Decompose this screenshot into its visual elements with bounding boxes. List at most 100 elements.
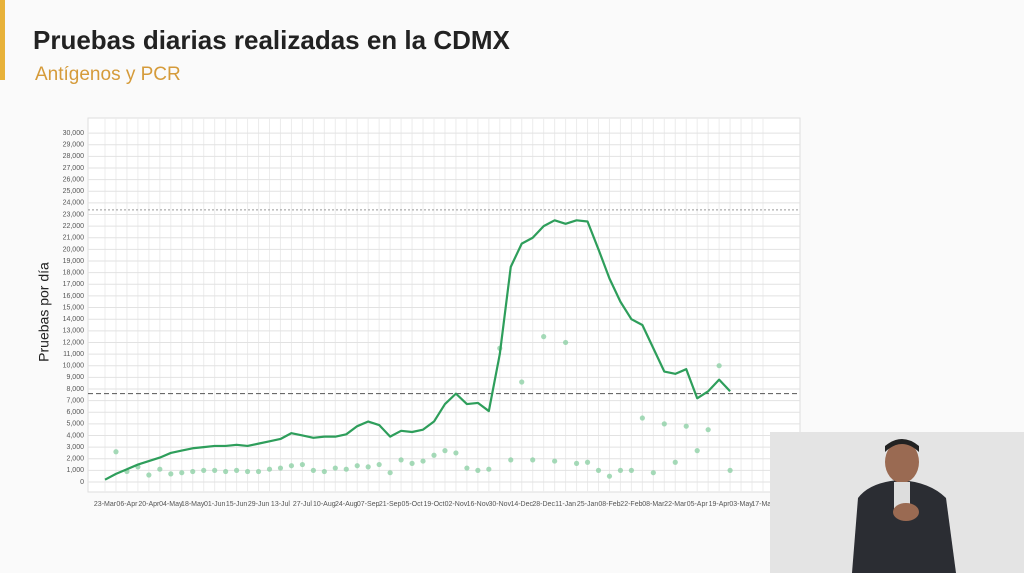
x-tick-label: 08-Mar — [642, 501, 665, 508]
data-point — [639, 415, 645, 421]
data-point — [201, 467, 207, 473]
data-point — [431, 452, 437, 458]
x-tick-label: 24-Aug — [335, 501, 358, 508]
y-tick-label: 22,000 — [63, 223, 85, 230]
y-tick-label: 2,000 — [66, 456, 84, 463]
data-point — [255, 468, 262, 475]
x-tick-label: 04-May — [159, 501, 183, 508]
y-tick-label: 13,000 — [63, 328, 85, 335]
y-tick-label: 1,000 — [66, 467, 84, 474]
person-hair — [885, 439, 919, 452]
data-point — [552, 458, 558, 464]
x-tick-label: 06-Apr — [116, 501, 138, 508]
data-point — [464, 465, 470, 471]
x-tick-label: 07-Sep — [357, 501, 380, 508]
data-point — [694, 447, 700, 454]
x-tick-label: 18-May — [181, 501, 205, 508]
x-tick-label: 10-Aug — [313, 501, 336, 508]
x-tick-label: 05-Oct — [402, 501, 423, 508]
data-point — [716, 363, 722, 369]
x-tick-label: 22-Mar — [664, 501, 687, 508]
x-tick-label: 11-Jan — [555, 501, 576, 508]
x-tick-label: 30-Nov — [489, 501, 512, 508]
y-tick-label: 15,000 — [63, 304, 85, 311]
y-tick-label: 9,000 — [66, 374, 84, 381]
person-head — [885, 441, 919, 483]
data-point — [190, 468, 196, 475]
data-point — [617, 467, 624, 473]
y-tick-label: 24,000 — [63, 200, 85, 207]
y-tick-label: 30,000 — [63, 130, 85, 137]
data-point — [376, 461, 382, 468]
x-tick-label: 08-Feb — [598, 501, 620, 508]
x-tick-label: 25-Jan — [577, 501, 599, 508]
y-tick-label: 12,000 — [63, 339, 85, 346]
y-tick-label: 23,000 — [63, 211, 85, 218]
x-tick-label: 22-Feb — [620, 501, 642, 508]
y-tick-label: 11,000 — [63, 351, 84, 358]
x-tick-label: 03-May — [729, 501, 753, 508]
data-point — [595, 467, 602, 473]
data-point — [266, 466, 273, 472]
x-tick-label: 23-Mar — [94, 501, 117, 508]
x-tick-label: 21-Sep — [379, 501, 402, 508]
data-point — [573, 460, 580, 466]
data-point — [563, 339, 569, 346]
data-point — [168, 471, 174, 477]
data-point — [486, 466, 492, 472]
x-tick-label: 01-Jun — [204, 501, 226, 508]
y-tick-label: 17,000 — [63, 281, 85, 288]
y-tick-label: 20,000 — [63, 246, 85, 253]
x-tick-label: 28-Dec — [532, 501, 555, 508]
y-tick-label: 26,000 — [63, 176, 85, 183]
y-tick-label: 6,000 — [66, 409, 84, 416]
data-point — [519, 379, 525, 385]
y-tick-label: 27,000 — [63, 165, 85, 172]
data-point — [277, 465, 284, 471]
data-point — [508, 457, 514, 463]
subtitle: Antígenos y PCR — [35, 64, 181, 85]
y-tick-label: 8,000 — [66, 386, 84, 393]
data-point — [530, 457, 536, 463]
x-tick-label: 27-Jul — [293, 501, 313, 508]
data-point — [288, 463, 295, 469]
x-tick-label: 13-Jul — [271, 501, 291, 508]
x-tick-label: 05-Apr — [687, 501, 709, 508]
data-point — [354, 463, 360, 469]
y-tick-label: 14,000 — [63, 316, 85, 323]
accent-bar — [0, 0, 5, 80]
data-point — [365, 464, 371, 470]
person-body — [852, 480, 956, 573]
interpreter-video — [770, 432, 1024, 573]
data-point — [650, 470, 656, 476]
data-point — [453, 450, 459, 456]
data-point — [146, 472, 152, 478]
data-point — [299, 461, 305, 468]
data-point — [113, 449, 119, 455]
y-tick-label: 10,000 — [63, 363, 85, 370]
data-point — [606, 473, 613, 479]
data-point — [234, 467, 240, 473]
data-point — [661, 421, 667, 427]
x-tick-label: 20-Apr — [138, 501, 160, 508]
title: Pruebas diarias realizadas en la CDMX — [33, 25, 511, 55]
x-tick-label: 15-Jun — [226, 501, 248, 508]
y-tick-label: 7,000 — [66, 397, 84, 404]
data-point — [343, 466, 349, 472]
data-point — [672, 459, 678, 465]
data-point — [409, 460, 415, 466]
data-point — [705, 427, 711, 433]
y-tick-label: 3,000 — [66, 444, 84, 451]
y-tick-label: 25,000 — [63, 188, 85, 195]
x-tick-label: 16-Nov — [467, 501, 490, 508]
data-point — [584, 459, 591, 465]
data-point — [244, 468, 251, 475]
y-tick-label: 4,000 — [66, 432, 84, 439]
y-tick-label: 21,000 — [63, 235, 85, 242]
plot-area — [87, 117, 801, 493]
data-point — [541, 334, 547, 340]
data-point — [727, 467, 733, 473]
data-point — [398, 457, 404, 463]
